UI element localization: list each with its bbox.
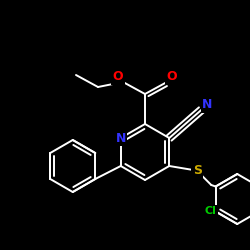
- Text: N: N: [116, 132, 126, 144]
- Text: S: S: [193, 164, 202, 177]
- Text: O: O: [113, 70, 123, 84]
- Text: O: O: [167, 70, 177, 84]
- Text: N: N: [116, 132, 126, 144]
- Text: N: N: [202, 98, 212, 112]
- Text: Cl: Cl: [205, 206, 216, 216]
